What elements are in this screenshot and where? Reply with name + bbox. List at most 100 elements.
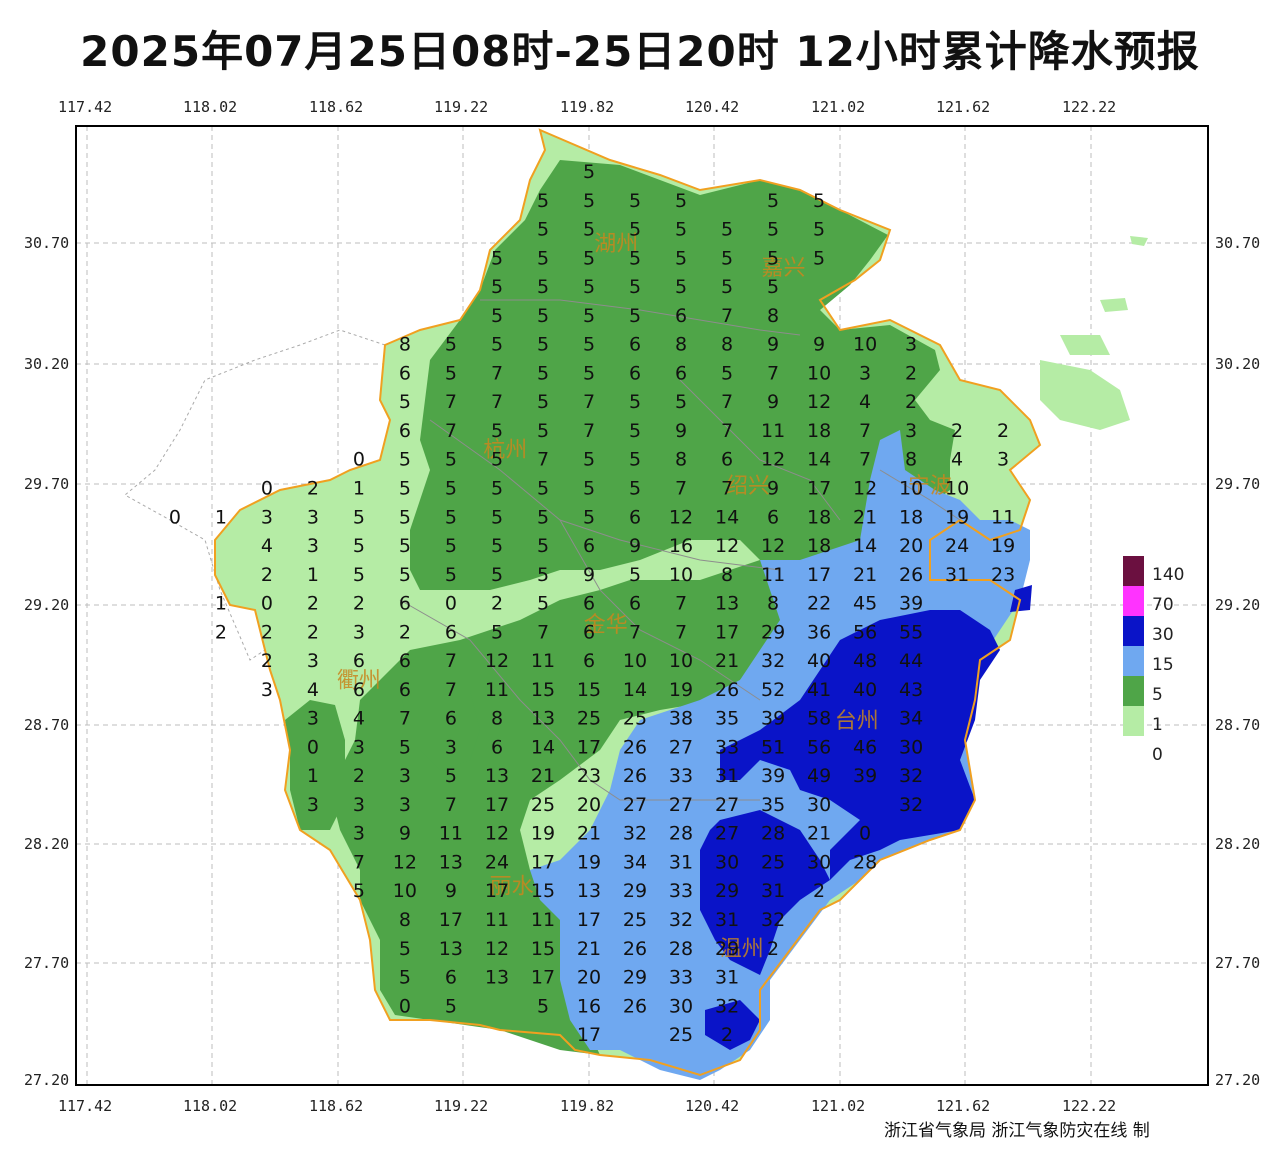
grid-value: 18 (807, 420, 831, 442)
grid-value: 5 (537, 420, 549, 442)
grid-value: 5 (445, 564, 457, 586)
grid-value: 19 (577, 852, 601, 874)
grid-value: 6 (583, 650, 595, 672)
grid-value: 5 (537, 506, 549, 528)
grid-value: 5 (583, 478, 595, 500)
grid-value: 32 (669, 909, 693, 931)
legend-swatch (1123, 676, 1144, 706)
lon-tick: 118.02 (183, 1097, 238, 1115)
grid-value: 0 (353, 449, 365, 471)
grid-value: 33 (669, 880, 693, 902)
grid-value: 5 (629, 247, 641, 269)
grid-value: 1 (307, 564, 319, 586)
grid-value: 11 (531, 909, 555, 931)
grid-value: 9 (767, 334, 779, 356)
grid-value: 19 (669, 679, 693, 701)
grid-value: 6 (353, 679, 365, 701)
grid-value: 39 (899, 593, 923, 615)
grid-value: 5 (445, 334, 457, 356)
grid-value: 6 (399, 679, 411, 701)
grid-value: 5 (813, 219, 825, 241)
grid-value: 0 (261, 478, 273, 500)
grid-value: 6 (399, 593, 411, 615)
grid-value: 5 (537, 219, 549, 241)
grid-value: 6 (353, 650, 365, 672)
grid-value: 6 (583, 621, 595, 643)
grid-value: 1 (215, 506, 227, 528)
province-outline (214, 128, 1042, 1077)
grid-value: 0 (445, 593, 457, 615)
grid-value: 3 (859, 362, 871, 384)
grid-value: 7 (445, 650, 457, 672)
grid-value: 5 (537, 276, 549, 298)
lat-tick: 27.70 (24, 954, 70, 972)
grid-value: 5 (629, 420, 641, 442)
grid-value: 10 (853, 334, 877, 356)
grid-value: 56 (853, 621, 877, 643)
grid-value: 31 (669, 852, 693, 874)
grid-value: 18 (807, 506, 831, 528)
lon-tick: 121.02 (811, 1097, 866, 1115)
grid-value: 2 (261, 621, 273, 643)
grid-value: 3 (905, 420, 917, 442)
grid-value: 5 (767, 247, 779, 269)
grid-value: 5 (445, 765, 457, 787)
lat-tick: 28.70 (24, 716, 70, 734)
lon-tick: 122.22 (1062, 98, 1117, 116)
grid-value: 10 (899, 478, 923, 500)
grid-value: 32 (623, 823, 647, 845)
grid-value: 7 (859, 420, 871, 442)
grid-value: 6 (675, 362, 687, 384)
grid-value: 8 (721, 564, 733, 586)
grid-value: 3 (445, 736, 457, 758)
grid-value: 8 (675, 449, 687, 471)
grid-value: 5 (813, 190, 825, 212)
grid-value: 7 (721, 478, 733, 500)
grid-value: 5 (629, 190, 641, 212)
grid-value: 10 (623, 650, 647, 672)
grid-value: 5 (537, 190, 549, 212)
grid-value: 12 (485, 650, 509, 672)
grid-value: 5 (537, 362, 549, 384)
city-label: 绍兴 (726, 474, 770, 499)
grid-value: 2 (399, 621, 411, 643)
grid-value: 13 (439, 852, 463, 874)
grid-value: 8 (721, 334, 733, 356)
grid-value: 12 (761, 535, 785, 557)
grid-value: 46 (853, 736, 877, 758)
lon-tick: 119.82 (560, 98, 615, 116)
grid-value: 13 (531, 708, 555, 730)
legend-label-140: 140 (1152, 565, 1185, 585)
grid-value: 5 (537, 593, 549, 615)
region-green-west (285, 700, 345, 830)
grid-value: 5 (353, 506, 365, 528)
grid-value: 9 (583, 564, 595, 586)
grid-value: 5 (399, 564, 411, 586)
region-dark-blue-3 (705, 1000, 760, 1050)
grid-value: 32 (899, 765, 923, 787)
grid-value: 25 (577, 708, 601, 730)
grid-value: 10 (945, 478, 969, 500)
grid-value: 7 (445, 391, 457, 413)
city-label: 丽水 (490, 874, 534, 899)
grid-value: 19 (945, 506, 969, 528)
grid-value: 11 (531, 650, 555, 672)
grid-value: 32 (899, 794, 923, 816)
grid-value: 32 (761, 909, 785, 931)
grid-value: 26 (623, 765, 647, 787)
grid-value: 15 (577, 679, 601, 701)
city-label: 杭州 (483, 438, 527, 463)
lat-tick: 28.20 (1215, 835, 1261, 853)
lon-tick: 119.82 (560, 1097, 615, 1115)
grid-value: 7 (445, 794, 457, 816)
grid-value: 58 (807, 708, 831, 730)
grid-value: 5 (537, 478, 549, 500)
grid-value: 7 (767, 362, 779, 384)
grid-value: 7 (445, 679, 457, 701)
lat-tick: 29.70 (24, 475, 70, 493)
grid-value: 29 (715, 880, 739, 902)
grid-value: 18 (899, 506, 923, 528)
grid-value: 28 (761, 823, 785, 845)
legend-swatch (1123, 556, 1144, 586)
